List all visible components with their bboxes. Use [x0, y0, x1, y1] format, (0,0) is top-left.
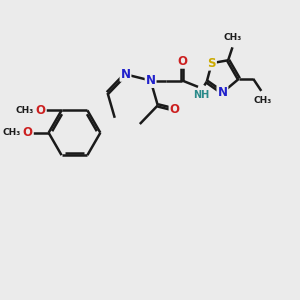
Text: N: N: [121, 68, 130, 81]
Text: N: N: [146, 74, 156, 87]
Text: O: O: [36, 104, 46, 117]
Text: CH₃: CH₃: [224, 33, 242, 42]
Text: NH: NH: [193, 90, 209, 100]
Text: S: S: [208, 57, 216, 70]
Text: CH₃: CH₃: [254, 96, 272, 105]
Text: CH₃: CH₃: [15, 106, 34, 115]
Text: N: N: [218, 86, 227, 99]
Text: CH₃: CH₃: [2, 128, 21, 137]
Text: O: O: [177, 55, 187, 68]
Text: O: O: [169, 103, 179, 116]
Text: O: O: [22, 126, 33, 139]
